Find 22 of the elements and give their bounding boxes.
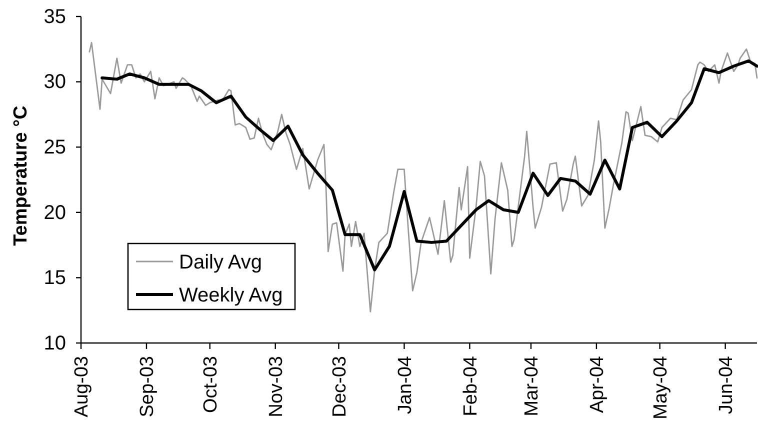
y-tick-label: 30	[44, 71, 66, 94]
x-tick-label: Apr-04	[587, 356, 608, 414]
x-tick-label: May-04	[650, 356, 672, 420]
legend-label: Daily Avg	[179, 252, 262, 274]
x-tick-label: Jan-04	[394, 356, 416, 414]
line-series	[88, 42, 758, 312]
x-tick-label: Sep-03	[137, 356, 158, 418]
x-tick-label: Oct-03	[200, 356, 222, 414]
x-tick-label: Feb-04	[460, 356, 482, 416]
y-tick-label: 15	[44, 267, 66, 290]
y-tick-label: 20	[44, 202, 66, 224]
x-tick-label: Aug-03	[72, 356, 93, 418]
x-tick-label: Nov-03	[266, 356, 287, 418]
x-tick-label: Dec-03	[329, 356, 350, 418]
y-tick-label: 35	[44, 6, 66, 28]
legend-label: Weekly Avg	[179, 284, 283, 306]
x-tick-label: Jun-04	[716, 356, 737, 414]
line-series	[100, 59, 758, 272]
x-tick-label: Mar-04	[522, 356, 543, 416]
y-axis-title: Temperature °C	[10, 105, 32, 246]
y-tick-label: 25	[44, 136, 66, 158]
y-tick-label: 10	[44, 332, 66, 354]
